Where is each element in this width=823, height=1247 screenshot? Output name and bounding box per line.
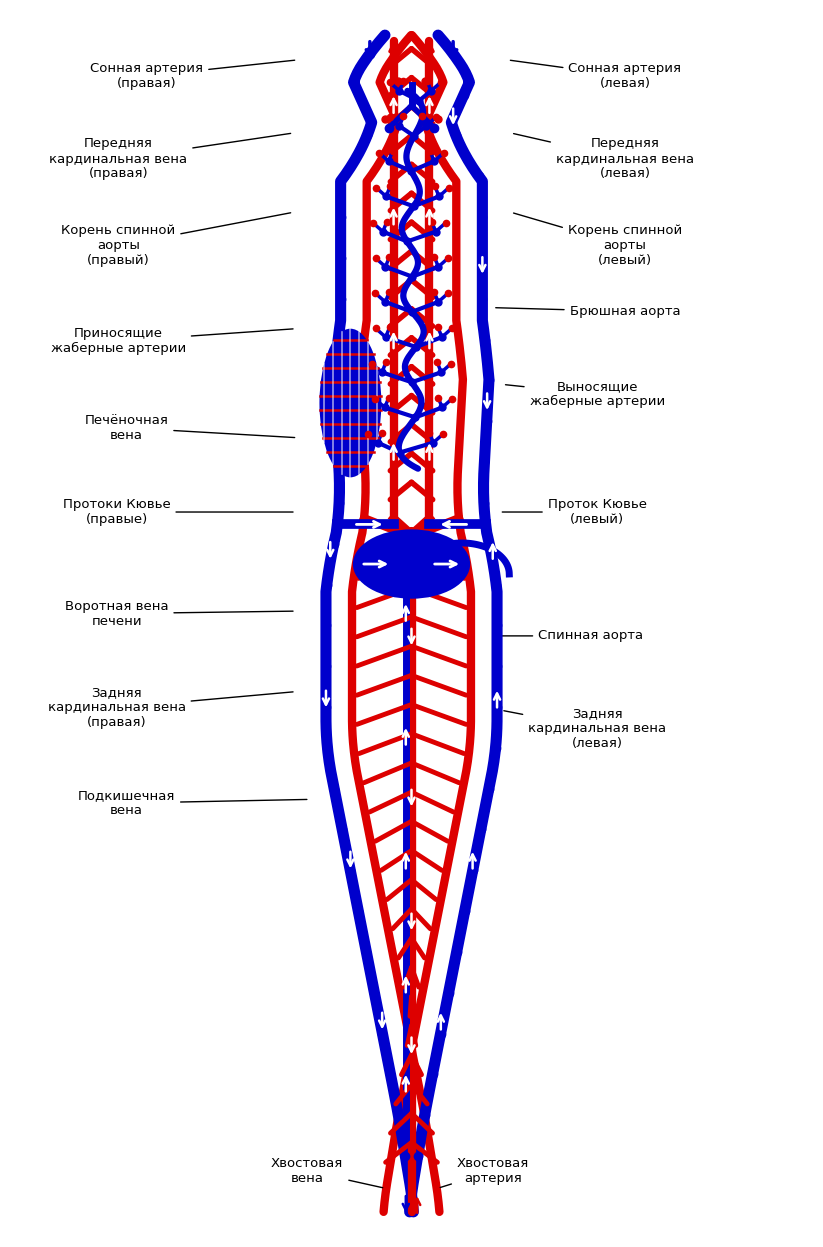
Text: Воротная вена
печени: Воротная вена печени — [65, 600, 293, 627]
Text: Передняя
кардинальная вена
(правая): Передняя кардинальная вена (правая) — [49, 133, 291, 181]
Ellipse shape — [319, 329, 381, 478]
Text: Хвостовая
вена: Хвостовая вена — [271, 1157, 383, 1187]
Text: Сонная артерия
(правая): Сонная артерия (правая) — [91, 60, 295, 90]
Text: Корень спинной
аорты
(правый): Корень спинной аорты (правый) — [61, 213, 291, 267]
Text: Выносящие
жаберные артерии: Выносящие жаберные артерии — [505, 380, 665, 409]
Text: Протоки Кювье
(правые): Протоки Кювье (правые) — [63, 498, 293, 526]
Text: Печёночная
вена: Печёночная вена — [85, 414, 295, 441]
Text: Задняя
кардинальная вена
(правая): Задняя кардинальная вена (правая) — [48, 686, 293, 729]
Text: Приносящие
жаберные артерии: Приносящие жаберные артерии — [50, 327, 293, 355]
Text: Задняя
кардинальная вена
(левая): Задняя кардинальная вена (левая) — [504, 707, 667, 751]
Text: Проток Кювье
(левый): Проток Кювье (левый) — [502, 498, 647, 526]
Text: Брюшная аорта: Брюшная аорта — [495, 304, 681, 318]
Ellipse shape — [353, 530, 470, 599]
Text: Подкишечная
вена: Подкишечная вена — [77, 789, 307, 817]
Text: Передняя
кардинальная вена
(левая): Передняя кардинальная вена (левая) — [514, 133, 694, 181]
Text: Хвостовая
артерия: Хвостовая артерия — [440, 1157, 529, 1187]
Text: Корень спинной
аорты
(левый): Корень спинной аорты (левый) — [514, 213, 682, 267]
Text: Спинная аорта: Спинная аорта — [495, 630, 644, 642]
Text: Сонная артерия
(левая): Сонная артерия (левая) — [510, 60, 681, 90]
